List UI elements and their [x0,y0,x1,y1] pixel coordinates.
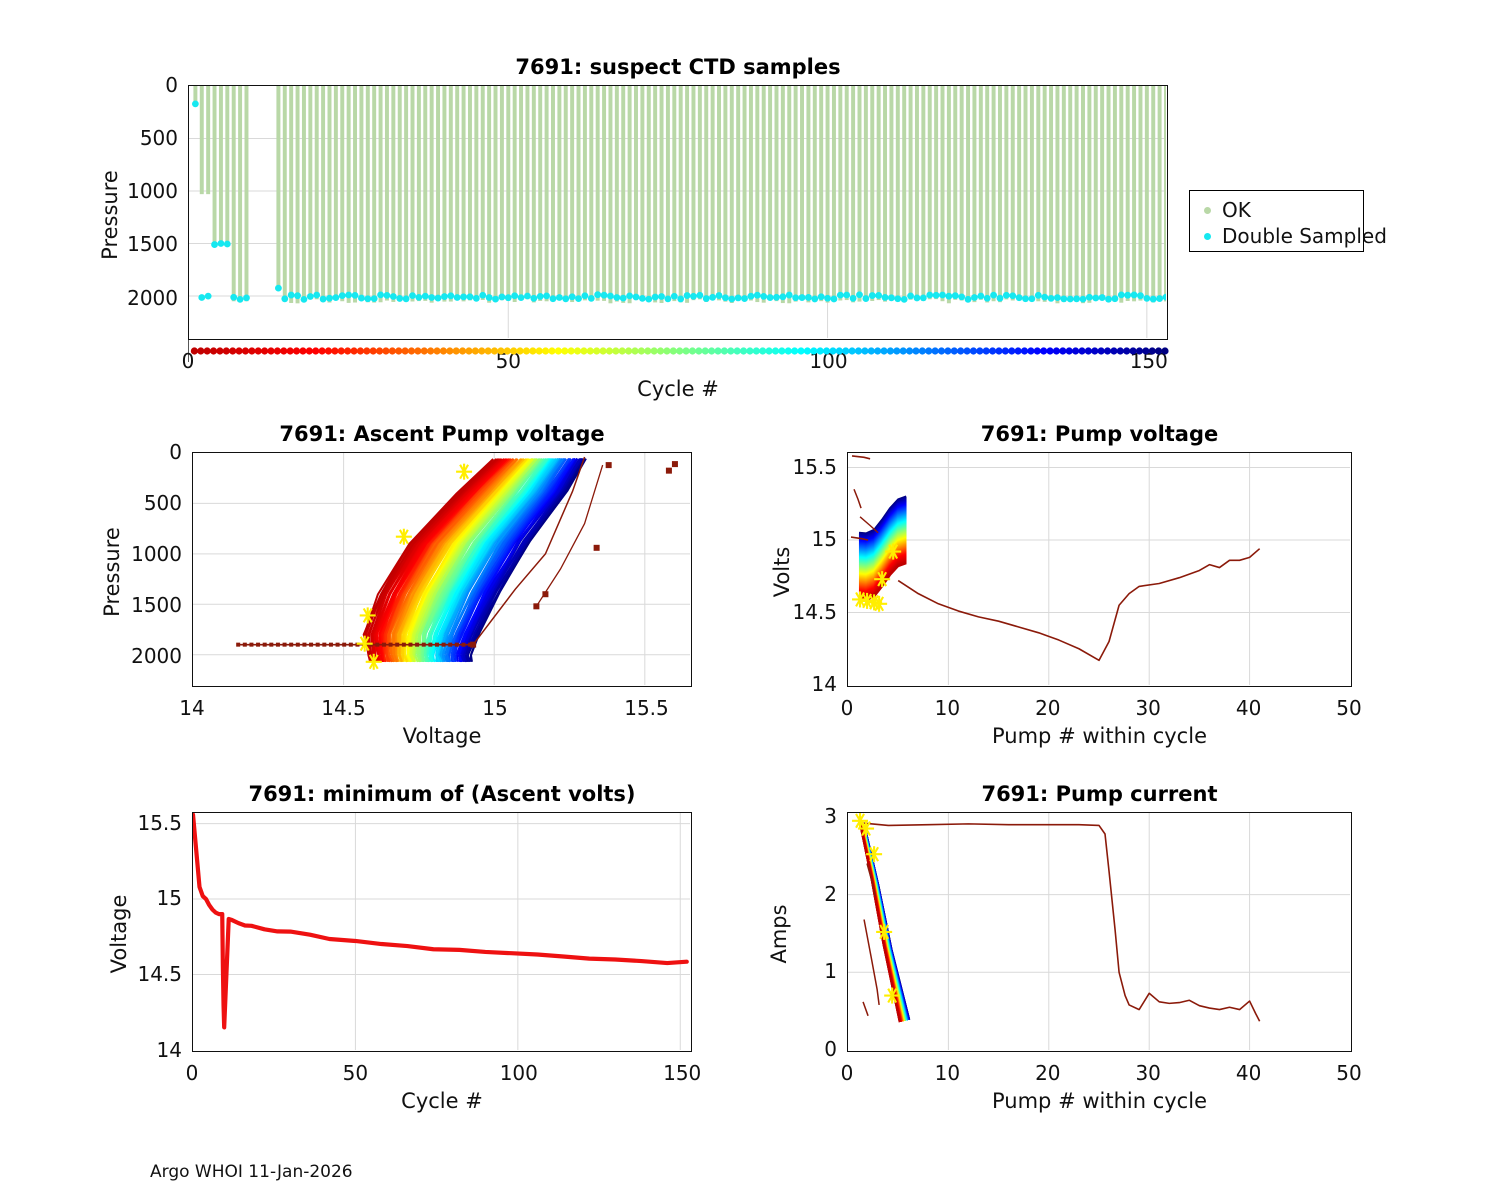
panel-pump-current: 7691: Pump current 3 2 1 0 0 10 20 30 40… [767,782,1362,1113]
panel-title-ascent-pump-voltage: 7691: Ascent Pump voltage [279,422,605,446]
footer-credit: Argo WHOI 11-Jan-2026 [150,1162,353,1182]
xtick-p5-30: 30 [1135,1061,1161,1085]
ytick-p5-3: 3 [824,803,837,828]
legend-dot-double-sampled [1204,232,1211,240]
ytick-p1-2000: 2000 [127,285,178,310]
ytick-p3-15_5: 15.5 [792,454,837,479]
xlabel-p1: Cycle # [637,377,719,401]
legend-label-ok: OK [1222,198,1251,222]
panel-title-minimum-ascent-volts: 7691: minimum of (Ascent volts) [248,782,636,806]
plot-area-pump-voltage [847,452,1352,687]
panel-title-pump-current: 7691: Pump current [981,782,1218,806]
xtick-p2-14_5: 14.5 [321,696,366,720]
xtick-p5-0: 0 [840,1061,854,1085]
xtick-p2-15_5: 15.5 [624,696,669,720]
xlabel-p2: Voltage [402,724,482,748]
plot-area-ascent-pump-voltage [192,452,692,687]
ytick-p1-1000: 1000 [127,179,178,204]
ytick-p2-1500: 1500 [131,593,182,618]
ytick-p1-0: 0 [165,73,178,97]
xtick-p5-20: 20 [1035,1061,1061,1085]
panel-pump-voltage: 7691: Pump voltage 15.5 15 14.5 14 0 10 … [770,422,1362,748]
ytick-p5-1: 1 [824,959,837,984]
xtick-p2-14: 14 [179,696,205,720]
xlabel-p5: Pump # within cycle [992,1089,1207,1113]
xtick-p3-40: 40 [1235,696,1262,720]
plot-area-suspect-ctd-samples [188,85,1168,340]
xtick-p3-10: 10 [934,696,961,720]
ytick-p1-1500: 1500 [127,232,178,257]
ylabel-p2: Pressure [100,527,124,617]
xtick-p4-100: 100 [499,1061,538,1085]
legend-suspect-ctd-samples: OK Double Sampled [1189,190,1387,252]
legend-label-double-sampled: Double Sampled [1222,224,1387,248]
ytick-p2-2000: 2000 [131,644,182,669]
ytick-p5-0: 0 [824,1037,837,1061]
chart-svg-ascent-pump-voltage [193,453,690,685]
ytick-p4-15: 15 [156,886,182,911]
xtick-p3-20: 20 [1035,696,1061,720]
xtick-p4-0: 0 [185,1061,199,1085]
chart-svg-pump-current [848,813,1350,1050]
ytick-p2-0: 0 [169,440,182,464]
legend-item-ok: OK [1198,197,1353,223]
xtick-p5-50: 50 [1336,1061,1362,1085]
panel-title-suspect-ctd-samples: 7691: suspect CTD samples [515,55,841,79]
ytick-p3-14_5: 14.5 [792,599,837,624]
legend-item-double-sampled: Double Sampled [1198,223,1387,249]
ytick-p4-15_5: 15.5 [137,810,182,835]
ylabel-p1: Pressure [98,170,122,260]
xlabel-p4: Cycle # [401,1089,483,1113]
plot-area-minimum-ascent-volts [192,812,692,1052]
plot-area-pump-current [847,812,1352,1052]
ytick-p4-14: 14 [156,1037,182,1062]
ytick-p3-14: 14 [811,672,837,696]
xtick-p3-0: 0 [840,696,854,720]
panel-minimum-ascent-volts: 7691: minimum of (Ascent volts) 15.5 15 … [107,782,701,1113]
ylabel-p5: Amps [767,904,791,964]
panel-title-pump-voltage: 7691: Pump voltage [980,422,1219,446]
chart-svg-suspect-ctd-samples [189,86,1166,338]
xtick-p4-150: 150 [663,1061,702,1085]
xtick-p3-50: 50 [1336,696,1362,720]
xtick-p2-15: 15 [482,696,508,720]
panel-ascent-pump-voltage: 7691: Ascent Pump voltage 0 500 1000 150… [100,422,692,748]
ytick-p2-1000: 1000 [131,542,182,567]
chart-svg-minimum-ascent-volts [193,813,690,1050]
panel-suspect-ctd-samples: 7691: suspect CTD samples 0 500 1000 150… [98,55,1168,401]
ytick-p5-2: 2 [824,881,837,906]
xtick-p4-50: 50 [342,1061,369,1085]
xlabel-p3: Pump # within cycle [992,724,1207,748]
ytick-p3-15: 15 [811,527,837,551]
cycle-colorbar-row [188,340,1169,362]
xtick-p5-10: 10 [934,1061,961,1085]
legend-dot-ok [1204,206,1211,214]
ytick-p2-500: 500 [143,491,182,516]
xtick-p5-40: 40 [1235,1061,1262,1085]
chart-svg-pump-voltage [848,453,1350,685]
ylabel-p4: Voltage [107,894,131,974]
ytick-p4-14_5: 14.5 [137,961,182,986]
ytick-p1-500: 500 [139,126,178,151]
ylabel-p3: Volts [770,546,794,598]
xtick-p3-30: 30 [1135,696,1161,720]
